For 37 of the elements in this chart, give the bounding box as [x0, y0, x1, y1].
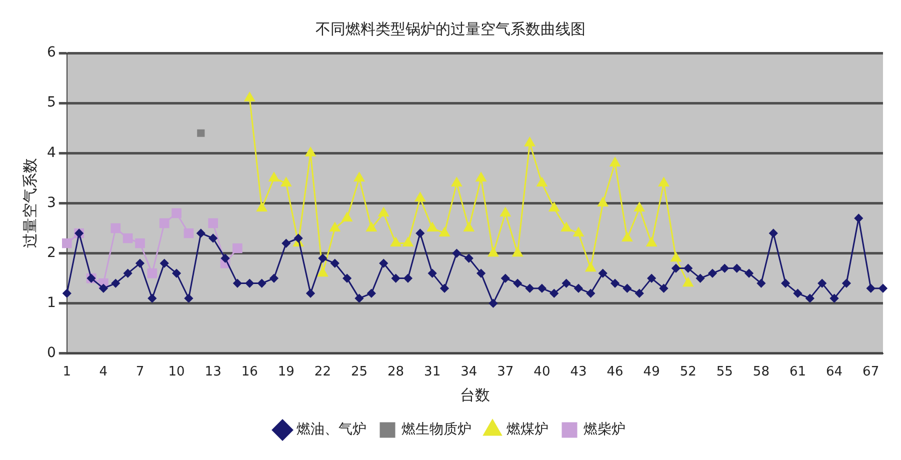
x-tick-label: 22	[314, 364, 331, 380]
x-tick-label: 46	[606, 364, 624, 380]
x-tick-label: 37	[497, 364, 514, 380]
x-tick-label: 4	[99, 364, 108, 380]
x-tick-label: 49	[643, 364, 660, 380]
x-tick-label: 31	[424, 364, 441, 380]
x-tick-label: 55	[716, 364, 733, 380]
x-tick-label: 34	[460, 364, 478, 380]
y-tick-label: 6	[46, 44, 56, 61]
y-tick-label: 3	[46, 194, 56, 211]
y-tick-label: 0	[46, 345, 56, 362]
x-tick-label: 7	[136, 364, 144, 380]
x-axis-title: 台数	[460, 386, 490, 404]
x-tick-label: 10	[168, 364, 185, 380]
legend-label: 燃生物质炉	[402, 422, 472, 438]
x-tick-label: 19	[278, 364, 294, 380]
legend-label: 燃煤炉	[506, 422, 548, 438]
y-axis-title: 过量空气系数	[20, 158, 39, 248]
x-tick-label: 64	[826, 364, 843, 380]
x-tick-label: 13	[204, 364, 222, 380]
y-tick-label: 4	[46, 144, 56, 161]
chart-title: 不同燃料类型锅炉的过量空气系数曲线图	[316, 20, 586, 38]
y-tick-label: 2	[46, 244, 56, 261]
legend-label: 燃油、气炉	[296, 422, 366, 438]
x-tick-label: 16	[241, 364, 258, 380]
x-tick-label: 28	[388, 364, 404, 380]
x-tick-label: 58	[752, 364, 770, 380]
x-tick-label: 1	[62, 364, 72, 380]
legend-label: 燃柴炉	[584, 422, 626, 438]
x-tick-label: 25	[350, 364, 368, 380]
x-tick-label: 43	[570, 364, 587, 380]
x-tick-label: 61	[789, 364, 806, 380]
x-tick-label: 67	[862, 364, 880, 380]
x-tick-label: 52	[680, 364, 696, 380]
y-tick-label: 1	[46, 294, 56, 311]
y-tick-label: 5	[46, 94, 56, 111]
x-tick-label: 40	[534, 364, 550, 380]
